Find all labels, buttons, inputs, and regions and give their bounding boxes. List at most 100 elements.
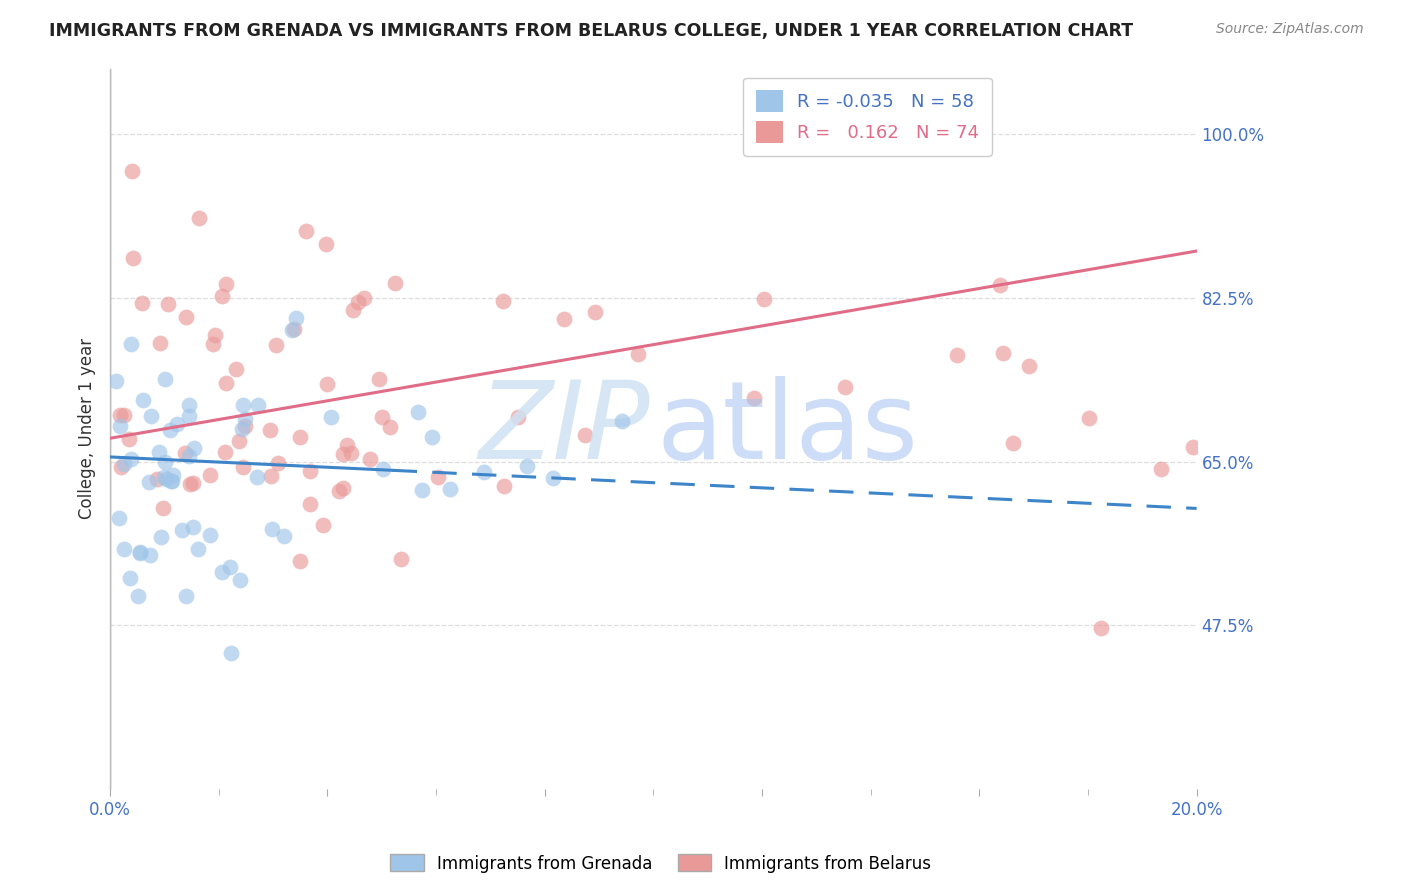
Point <box>328 484 350 499</box>
Point <box>120 336 142 351</box>
Point <box>211 289 233 303</box>
Point <box>215 376 238 390</box>
Point <box>112 542 135 557</box>
Point <box>174 446 197 460</box>
Point <box>246 398 269 412</box>
Point <box>299 497 322 511</box>
Point <box>384 276 406 290</box>
Point <box>112 409 135 423</box>
Point <box>159 474 181 488</box>
Point <box>131 295 153 310</box>
Point <box>166 417 188 431</box>
Point <box>159 423 181 437</box>
Point <box>139 548 162 562</box>
Point <box>612 414 634 428</box>
Point <box>988 278 1011 293</box>
Point <box>204 327 226 342</box>
Point <box>108 419 131 434</box>
Point <box>273 529 295 543</box>
Point <box>516 459 538 474</box>
Point <box>149 530 172 544</box>
Point <box>834 380 856 394</box>
Point <box>371 409 394 424</box>
Point <box>108 408 131 422</box>
Point <box>541 471 564 485</box>
Point <box>181 520 204 534</box>
Point <box>153 469 176 483</box>
Point <box>283 322 305 336</box>
Point <box>232 398 254 412</box>
Point <box>267 456 290 470</box>
Point <box>389 552 412 566</box>
Point <box>146 472 169 486</box>
Point <box>155 455 177 469</box>
Legend: R = -0.035   N = 58, R =   0.162   N = 74: R = -0.035 N = 58, R = 0.162 N = 74 <box>744 78 993 156</box>
Point <box>152 500 174 515</box>
Point <box>288 430 311 444</box>
Point <box>316 377 339 392</box>
Point <box>118 432 141 446</box>
Point <box>1149 462 1171 476</box>
Point <box>162 468 184 483</box>
Point <box>148 445 170 459</box>
Point <box>321 409 343 424</box>
Point <box>336 438 359 452</box>
Point <box>991 345 1014 359</box>
Point <box>359 452 381 467</box>
Point <box>408 405 430 419</box>
Y-axis label: College, Under 1 year: College, Under 1 year <box>79 338 96 519</box>
Legend: Immigrants from Grenada, Immigrants from Belarus: Immigrants from Grenada, Immigrants from… <box>384 847 938 880</box>
Point <box>232 460 254 475</box>
Point <box>174 589 197 603</box>
Point <box>298 464 321 478</box>
Point <box>266 337 288 351</box>
Point <box>127 590 149 604</box>
Point <box>339 446 361 460</box>
Text: Source: ZipAtlas.com: Source: ZipAtlas.com <box>1216 22 1364 37</box>
Text: IMMIGRANTS FROM GRENADA VS IMMIGRANTS FROM BELARUS COLLEGE, UNDER 1 YEAR CORRELA: IMMIGRANTS FROM GRENADA VS IMMIGRANTS FR… <box>49 22 1133 40</box>
Point <box>1018 359 1040 373</box>
Point <box>378 420 401 434</box>
Point <box>262 522 284 536</box>
Text: atlas: atlas <box>657 376 918 482</box>
Point <box>219 560 242 574</box>
Point <box>183 441 205 455</box>
Point <box>742 391 765 405</box>
Point <box>179 476 201 491</box>
Point <box>583 305 606 319</box>
Point <box>492 293 515 308</box>
Point <box>138 475 160 489</box>
Point <box>472 465 495 479</box>
Point <box>260 469 283 483</box>
Point <box>187 542 209 557</box>
Point <box>120 451 142 466</box>
Point <box>246 469 269 483</box>
Point <box>105 374 128 388</box>
Point <box>201 337 224 351</box>
Point <box>492 479 515 493</box>
Point <box>427 470 450 484</box>
Point <box>353 292 375 306</box>
Point <box>315 236 337 251</box>
Point <box>233 412 256 426</box>
Point <box>215 277 238 292</box>
Point <box>752 292 775 306</box>
Point <box>233 419 256 434</box>
Point <box>155 472 177 486</box>
Point <box>280 323 302 337</box>
Point <box>157 296 180 310</box>
Point <box>174 310 197 325</box>
Point <box>128 546 150 560</box>
Point <box>508 409 530 424</box>
Point <box>332 447 354 461</box>
Point <box>346 295 368 310</box>
Point <box>225 361 247 376</box>
Point <box>181 475 204 490</box>
Point <box>219 646 242 660</box>
Point <box>211 565 233 579</box>
Point <box>177 409 200 423</box>
Point <box>259 423 281 437</box>
Point <box>108 511 131 525</box>
Point <box>1090 621 1112 635</box>
Point <box>118 571 141 585</box>
